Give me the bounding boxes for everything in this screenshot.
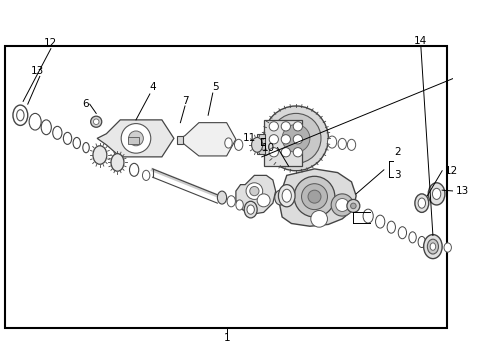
Bar <box>177 136 183 144</box>
Ellipse shape <box>235 139 243 150</box>
Circle shape <box>269 148 278 157</box>
Ellipse shape <box>278 185 295 207</box>
Circle shape <box>293 122 302 131</box>
Circle shape <box>264 106 328 171</box>
Circle shape <box>294 176 335 217</box>
Ellipse shape <box>218 191 227 204</box>
Text: 13: 13 <box>456 186 469 196</box>
Text: 7: 7 <box>182 96 188 106</box>
Ellipse shape <box>409 232 416 243</box>
Ellipse shape <box>418 198 425 208</box>
Text: 14: 14 <box>414 36 427 46</box>
Ellipse shape <box>428 183 445 205</box>
Ellipse shape <box>424 235 442 258</box>
Ellipse shape <box>83 143 89 153</box>
Circle shape <box>347 199 360 212</box>
Ellipse shape <box>427 239 439 254</box>
Circle shape <box>331 194 353 216</box>
Polygon shape <box>236 175 276 214</box>
Ellipse shape <box>17 110 24 121</box>
Ellipse shape <box>387 221 395 233</box>
Circle shape <box>246 183 263 199</box>
Circle shape <box>282 125 310 152</box>
Ellipse shape <box>227 196 235 207</box>
Circle shape <box>281 135 291 144</box>
Circle shape <box>269 135 278 144</box>
Ellipse shape <box>444 243 451 252</box>
Bar <box>128 136 139 144</box>
Text: 13: 13 <box>30 66 44 76</box>
Circle shape <box>128 131 144 146</box>
Circle shape <box>308 190 321 203</box>
Ellipse shape <box>430 243 436 250</box>
Ellipse shape <box>13 105 28 125</box>
Text: 6: 6 <box>83 99 89 109</box>
Ellipse shape <box>398 227 407 239</box>
Ellipse shape <box>53 126 62 139</box>
Polygon shape <box>178 123 236 156</box>
Circle shape <box>250 186 259 196</box>
Text: 12: 12 <box>445 166 458 176</box>
Ellipse shape <box>244 201 257 218</box>
Ellipse shape <box>375 215 385 228</box>
Text: 10: 10 <box>262 143 275 153</box>
Ellipse shape <box>275 190 286 205</box>
Ellipse shape <box>338 138 346 149</box>
Ellipse shape <box>327 136 337 148</box>
Circle shape <box>293 148 302 157</box>
Circle shape <box>121 123 151 153</box>
Ellipse shape <box>41 120 51 135</box>
Ellipse shape <box>143 170 150 180</box>
Circle shape <box>281 148 291 157</box>
Ellipse shape <box>93 146 107 164</box>
Circle shape <box>350 203 356 209</box>
Circle shape <box>311 211 327 227</box>
Ellipse shape <box>236 200 243 210</box>
Circle shape <box>271 113 321 163</box>
Circle shape <box>293 135 302 144</box>
Ellipse shape <box>225 138 232 148</box>
Text: 4: 4 <box>149 82 156 93</box>
Ellipse shape <box>29 113 41 130</box>
Ellipse shape <box>111 154 124 171</box>
Bar <box>257 134 265 154</box>
Ellipse shape <box>347 139 356 150</box>
Circle shape <box>257 194 270 207</box>
Circle shape <box>301 184 327 210</box>
Text: 5: 5 <box>212 82 219 93</box>
Text: 1: 1 <box>223 333 230 343</box>
Text: 11: 11 <box>243 133 256 143</box>
Circle shape <box>269 122 278 131</box>
Circle shape <box>336 198 349 211</box>
Text: 2: 2 <box>394 147 401 157</box>
Ellipse shape <box>433 188 441 199</box>
Ellipse shape <box>63 132 72 144</box>
Bar <box>264 120 302 166</box>
Ellipse shape <box>247 205 254 214</box>
Text: 12: 12 <box>44 38 57 48</box>
Polygon shape <box>279 169 356 226</box>
Text: 3: 3 <box>394 170 401 180</box>
Ellipse shape <box>73 138 80 149</box>
Bar <box>4 46 447 328</box>
Circle shape <box>94 119 99 125</box>
Ellipse shape <box>282 189 292 202</box>
Ellipse shape <box>418 237 425 248</box>
Ellipse shape <box>251 138 263 152</box>
Ellipse shape <box>129 163 139 176</box>
Ellipse shape <box>363 209 373 223</box>
Polygon shape <box>97 120 174 157</box>
Circle shape <box>91 116 102 127</box>
Ellipse shape <box>415 194 429 212</box>
Circle shape <box>281 122 291 131</box>
